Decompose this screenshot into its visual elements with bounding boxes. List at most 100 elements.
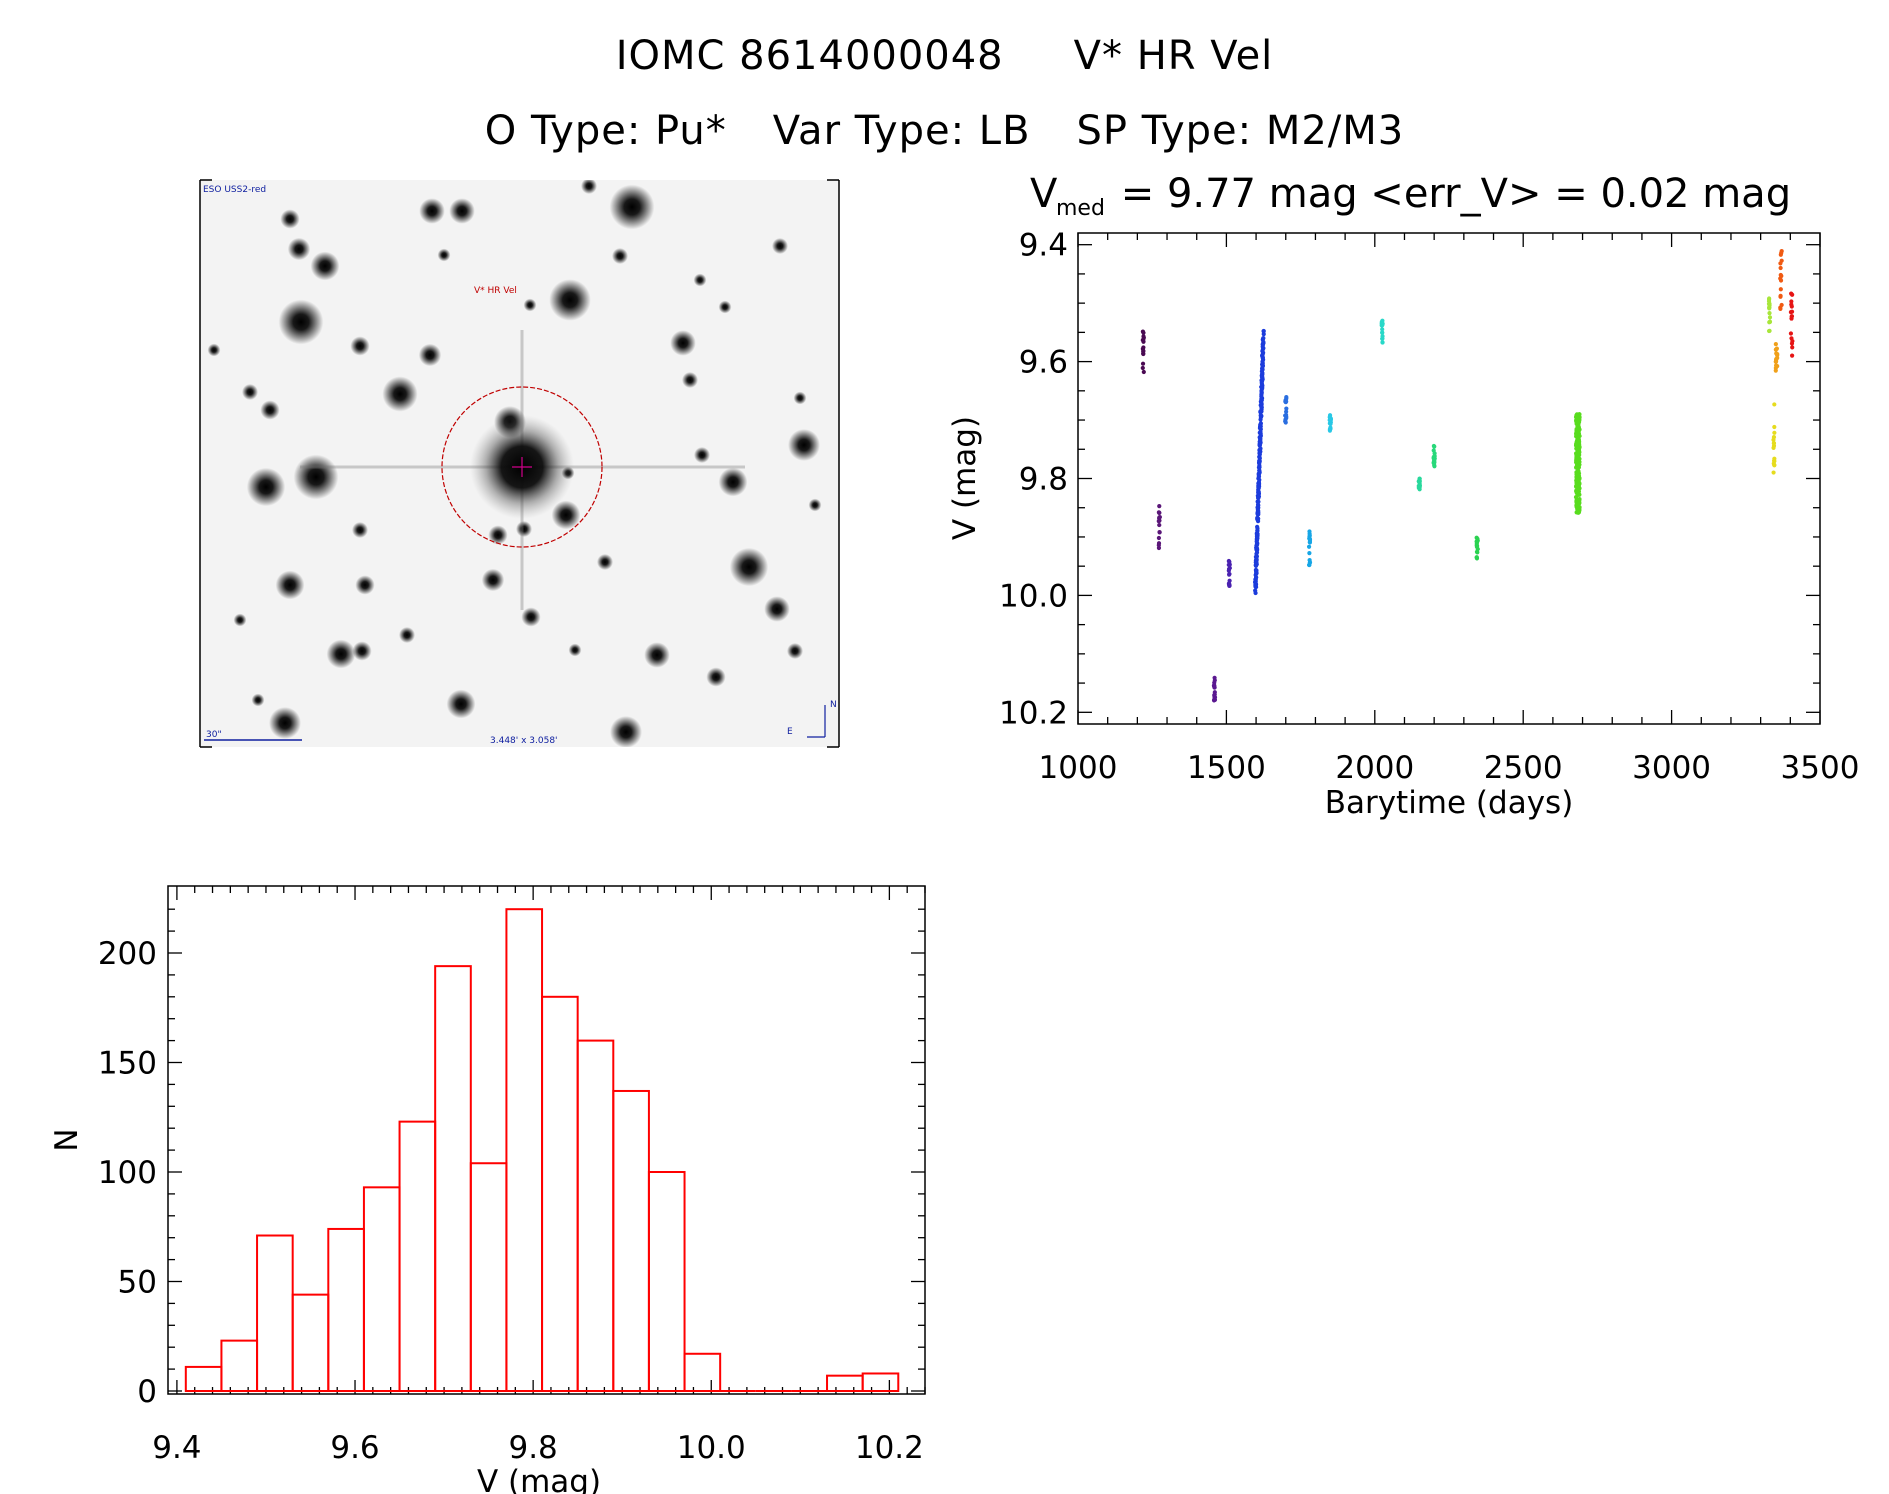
lightcurve-series-7 <box>1327 413 1333 433</box>
variability-type: Var Type: LB <box>772 108 1031 154</box>
lightcurve-point <box>1789 353 1795 358</box>
lightcurve-point <box>1574 431 1579 436</box>
lightcurve-point <box>1772 402 1777 407</box>
lightcurve-series-8 <box>1379 318 1385 345</box>
lightcurve-point <box>1328 417 1333 423</box>
histogram-y-tick-label: 200 <box>98 936 157 972</box>
lightcurve-series-12 <box>1573 412 1582 515</box>
lightcurve-point <box>1141 351 1146 356</box>
star-16 <box>718 300 732 314</box>
star-44 <box>233 613 247 627</box>
lightcurve-x-tick-label: 2500 <box>1484 750 1563 786</box>
lightcurve-point <box>1767 320 1772 325</box>
lightcurve-point <box>1211 698 1217 703</box>
lightcurve-point <box>1283 412 1289 418</box>
lightcurve-point <box>1771 445 1776 450</box>
lightcurve-point <box>1260 362 1265 367</box>
lightcurve-point <box>1227 582 1232 587</box>
star-2 <box>449 198 475 224</box>
lightcurve-point <box>1258 415 1264 420</box>
star-26 <box>488 525 508 545</box>
lightcurve-point <box>1431 454 1436 459</box>
vmed-prefix: V <box>1030 171 1058 217</box>
lightcurve-series-14 <box>1771 402 1777 475</box>
histogram-bar <box>505 908 544 1392</box>
lightcurve-point <box>1307 557 1312 563</box>
star-54 <box>207 343 221 357</box>
star-43 <box>787 643 803 659</box>
iomc-id: IOMC 8614000048 <box>615 33 1004 79</box>
histogram-bar <box>541 995 579 1392</box>
star-27 <box>516 521 532 537</box>
lightcurve-point <box>1773 342 1778 347</box>
lightcurve-point <box>1258 409 1263 414</box>
lightcurve-point <box>1256 481 1261 486</box>
star-15 <box>693 273 707 287</box>
target-label: V* HR Vel <box>474 286 517 296</box>
title-line-1: IOMC 8614000048 V* HR Vel <box>0 33 1889 79</box>
lightcurve-point <box>1575 458 1580 464</box>
lightcurve-point <box>1574 489 1579 495</box>
lightcurve-point <box>1576 510 1581 515</box>
star-11 <box>350 336 370 356</box>
lightcurve-series-2 <box>1211 675 1218 703</box>
histogram-bar <box>362 1186 401 1392</box>
lightcurve-point <box>1790 345 1795 350</box>
star-3 <box>581 180 597 194</box>
star-29 <box>788 429 820 461</box>
star-45 <box>251 693 265 707</box>
lightcurve-points <box>1140 249 1795 703</box>
star-31 <box>355 575 375 595</box>
lightcurve-point <box>1307 562 1312 568</box>
star-1 <box>419 198 445 224</box>
lightcurve-point <box>1576 419 1581 424</box>
lightcurve-point <box>1575 463 1580 468</box>
lightcurve-point <box>1260 383 1265 388</box>
star-33 <box>764 596 790 622</box>
star-20 <box>260 400 280 420</box>
lightcurve-point <box>1474 555 1479 560</box>
lightcurve-point <box>1778 252 1783 257</box>
histogram-y-tick-labels: 0 50 100 150 200 <box>98 936 157 1410</box>
finder-image: ESO USS2-red V* HR Vel 30" 3.448' x 3.05… <box>199 179 840 748</box>
lightcurve-point <box>1575 497 1580 502</box>
histogram-bar <box>469 1162 508 1392</box>
star-38 <box>446 689 476 719</box>
lightcurve-point <box>1574 415 1579 420</box>
star-19 <box>382 376 418 412</box>
histogram-x-tick-label: 10.2 <box>855 1430 924 1466</box>
lightcurve-point <box>1140 365 1145 371</box>
vmed-text: = 9.77 mag <err_V> = 0.02 mag <box>1108 171 1791 217</box>
lightcurve-point <box>1416 483 1421 489</box>
lightcurve-y-tick-label: 9.6 <box>1019 345 1068 381</box>
star-47 <box>242 384 258 400</box>
lightcurve-point <box>1432 464 1437 469</box>
lightcurve-point <box>1766 299 1772 304</box>
star-0 <box>609 184 655 230</box>
lightcurve-point <box>1416 479 1421 484</box>
lightcurve-point <box>1227 578 1232 583</box>
lightcurve-y-tick-label: 10.2 <box>999 695 1068 731</box>
lightcurve-point <box>1789 314 1794 319</box>
histogram-bar <box>576 1039 615 1392</box>
lightcurve-point <box>1789 302 1794 307</box>
lightcurve-point <box>1157 503 1162 509</box>
lightcurve-point <box>1576 503 1581 508</box>
histogram-x-tick-label: 9.6 <box>330 1430 379 1466</box>
star-52 <box>793 391 807 405</box>
star-10 <box>278 299 324 345</box>
star-18 <box>682 372 698 388</box>
histogram-x-label: V (mag) <box>477 1464 601 1494</box>
lightcurve-y-tick-label: 10.0 <box>999 578 1068 614</box>
histogram-x-tick-label: 9.8 <box>508 1430 557 1466</box>
lightcurve-point <box>1254 551 1259 557</box>
lightcurve-point <box>1259 405 1264 410</box>
lightcurve-point <box>1256 509 1261 514</box>
histogram-y-label: N <box>49 1128 85 1151</box>
lightcurve-point <box>1775 353 1780 358</box>
star-5 <box>287 237 311 261</box>
lightcurve-point <box>1254 557 1259 562</box>
lightcurve-point <box>1380 340 1385 345</box>
star-53 <box>352 522 368 538</box>
lightcurve-series-4 <box>1253 328 1266 596</box>
